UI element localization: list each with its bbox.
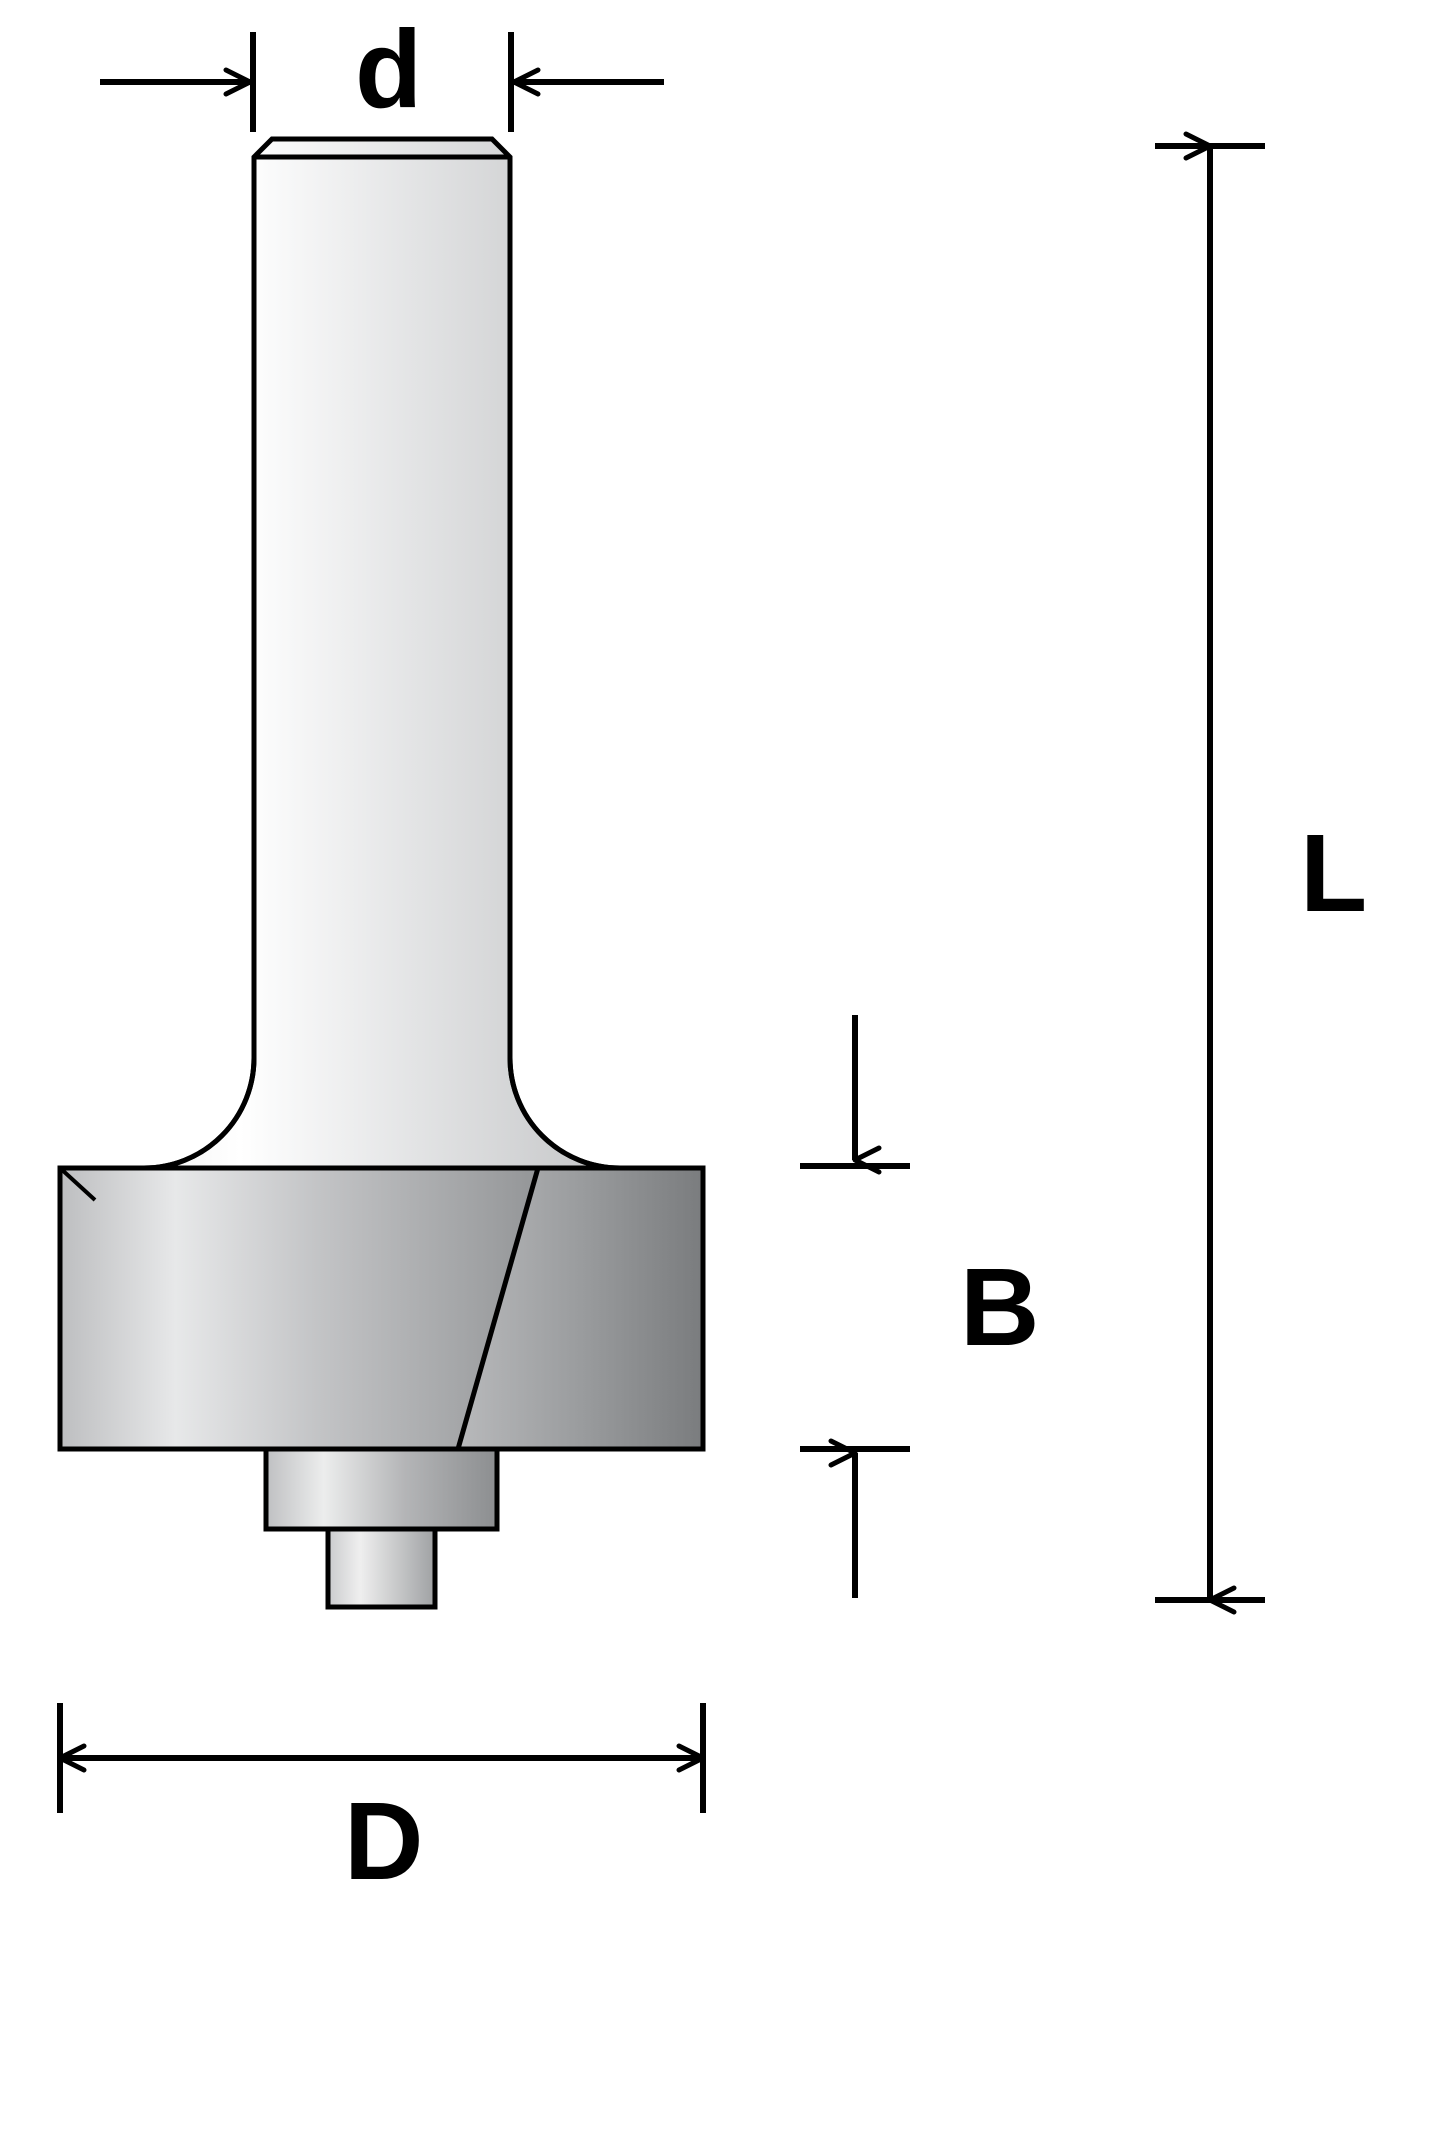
label-D: D: [344, 1778, 423, 1905]
dim-B: [800, 1015, 910, 1598]
dimensions: [60, 32, 1265, 1813]
label-L: L: [1300, 810, 1367, 937]
stub: [328, 1529, 435, 1607]
label-d: d: [355, 6, 422, 133]
bearing: [266, 1449, 497, 1529]
dim-L: [1155, 146, 1265, 1600]
router-bit: [60, 139, 703, 1607]
router-bit-diagram: [0, 0, 1445, 2146]
label-B: B: [960, 1244, 1039, 1371]
